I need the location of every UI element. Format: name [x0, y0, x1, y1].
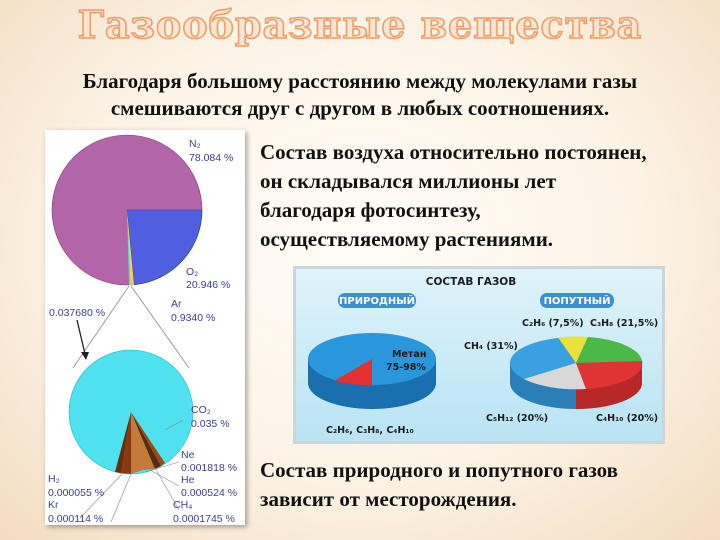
label-co2-name: CO₂	[191, 404, 211, 416]
label-h2-name: H₂	[48, 473, 60, 485]
label-kr-name: Kr	[48, 499, 59, 511]
label-o2-value: 20.946 %	[186, 279, 230, 291]
leader-line	[79, 472, 124, 519]
natural-header: ПРИРОДНЫЙ	[339, 294, 415, 307]
leader-line	[164, 419, 184, 431]
detail-slice-kr	[131, 412, 165, 466]
label-ch4-name: CH₄	[173, 499, 192, 511]
label-n2-name: N₂	[189, 138, 201, 150]
text-line: он складывался миллионы лет	[260, 169, 557, 193]
label-ch4-value: 0.0001745 %	[173, 513, 235, 525]
air-chart-svg: N₂ 78.084 % O₂ 20.946 % Ar 0.9340 % 0.03…	[48, 134, 237, 525]
label-kr-value: 0.000114 %	[48, 513, 103, 525]
label-c5h12: C₅H₁₂ (20%)	[486, 413, 548, 424]
detail-slice-ch4	[131, 412, 155, 474]
arrow-icon-head	[81, 352, 89, 360]
pie-slice-ar	[127, 210, 134, 285]
associated-header: ПОПУТНЫЙ	[544, 294, 611, 307]
intro-text: Благодаря большому расстоянию между моле…	[18, 68, 702, 122]
label-c3h8: C₃H₈ (21,5%)	[590, 318, 658, 329]
label-ch4: CH₄ (31%)	[464, 341, 518, 352]
gas-composition-chart: СОСТАВ ГАЗОВ ПРИРОДНЫЙ ПОПУТНЫЙ Метан 75…	[293, 266, 665, 444]
leader-line	[154, 467, 180, 511]
text-line: Состав воздуха относительно постоянен,	[260, 140, 647, 164]
gas-chart-inner: СОСТАВ ГАЗОВ ПРИРОДНЫЙ ПОПУТНЫЙ Метан 75…	[296, 269, 662, 441]
label-h2-value: 0.000055 %	[48, 487, 104, 499]
natural-main-label: Метан	[392, 349, 426, 360]
text-line: осуществляемому растениями.	[260, 227, 554, 251]
natural-main-value: 75-98%	[386, 362, 426, 373]
label-he-value: 0.000524 %	[181, 487, 237, 499]
label-ar-name: Ar	[171, 298, 182, 310]
leader-line	[149, 469, 180, 487]
associated-slice-c3h8	[576, 337, 642, 363]
label-n2-value: 78.084 %	[189, 152, 233, 164]
associated-slice-c2h6	[558, 336, 588, 363]
intro-line: Благодаря большому расстоянию между моле…	[82, 69, 638, 93]
gas-chart-header: СОСТАВ ГАЗОВ	[426, 276, 517, 288]
text-line: зависит от месторождения.	[260, 487, 517, 511]
leader-line	[110, 473, 132, 523]
detail-slice-he	[115, 412, 131, 474]
natural-pie-other	[334, 359, 372, 386]
pie-slice-other	[127, 210, 131, 285]
associated-slice-c5h12	[524, 363, 586, 390]
label-other-value: 0.037680 %	[49, 307, 105, 319]
arrow-icon	[76, 319, 86, 355]
slide-title: Газообразные вещества	[77, 1, 643, 48]
gas-chart-svg: СОСТАВ ГАЗОВ ПРИРОДНЫЙ ПОПУТНЫЙ Метан 75…	[308, 276, 658, 436]
label-he-name: He	[181, 474, 195, 486]
label-ne-value: 0.001818 %	[181, 462, 237, 474]
pie-slice-o2	[126, 209, 203, 286]
text-line: благодаря фотосинтезу,	[260, 198, 481, 222]
air-composition-chart: N₂ 78.084 % O₂ 20.946 % Ar 0.9340 % 0.03…	[45, 130, 245, 525]
intro-line: смешиваются друг с другом в любых соотно…	[110, 96, 610, 120]
associated-header-pill	[540, 293, 614, 308]
associated-slice-c4h10	[576, 361, 643, 389]
gas-composition-text: Состав природного и попутного газов зави…	[260, 456, 710, 514]
label-c2h6: C₂H₆ (7,5%)	[522, 318, 584, 329]
detail-slice-ne	[121, 412, 131, 474]
label-c4h10: C₄H₁₀ (20%)	[596, 413, 658, 424]
connector-line	[72, 285, 130, 369]
label-ar-value: 0.9340 %	[171, 312, 215, 324]
label-ne-name: Ne	[181, 449, 195, 461]
air-composition-text: Состав воздуха относительно постоянен, о…	[260, 138, 710, 254]
natural-header-pill	[338, 293, 416, 308]
associated-pie-side-red	[576, 363, 642, 409]
connector-line	[130, 285, 190, 369]
detail-slice-h2	[131, 412, 161, 469]
text-line: Состав природного и попутного газов	[260, 458, 618, 482]
natural-bottom-label: C₂H₆, C₃H₈, C₄H₁₀	[326, 425, 414, 436]
label-o2-name: O₂	[186, 266, 198, 278]
label-co2-value: 0.035 %	[191, 418, 230, 430]
